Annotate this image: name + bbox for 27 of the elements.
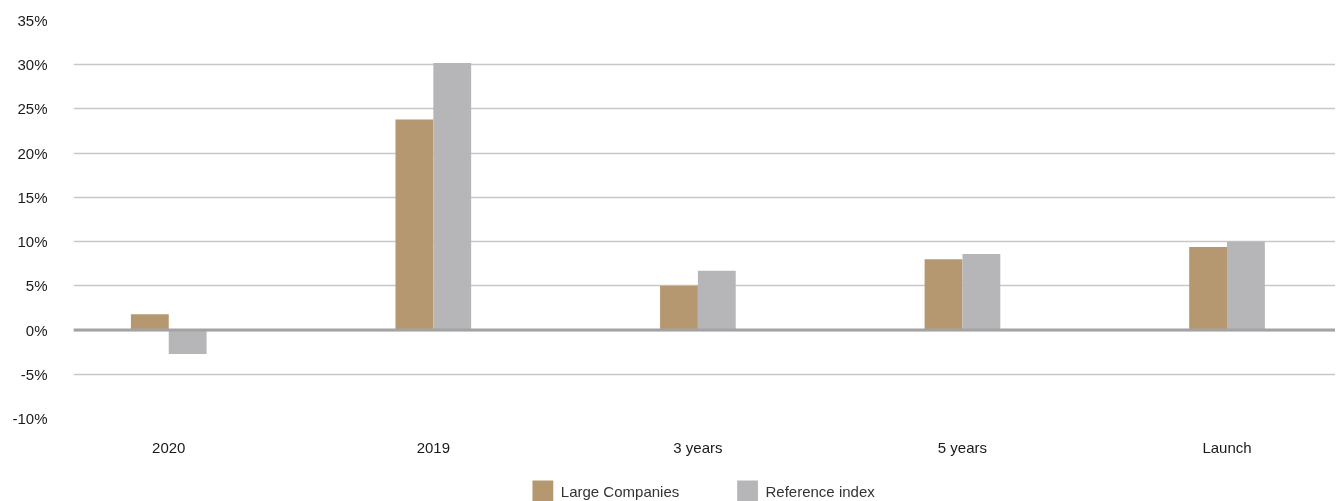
bar: [660, 285, 698, 331]
y-tick-label: -10%: [12, 410, 48, 427]
bar: [962, 253, 1001, 331]
y-tick-label: -5%: [20, 365, 48, 383]
x-tick-label: Launch: [1202, 438, 1252, 456]
y-tick-label: 5%: [25, 277, 48, 295]
bar: [168, 330, 207, 354]
x-tick-label: 3 years: [673, 438, 723, 456]
y-tick-label: 10%: [17, 233, 48, 251]
bar: [130, 314, 169, 331]
y-tick-label: 20%: [17, 144, 48, 162]
legend-label: Large Companies: [560, 483, 680, 500]
x-tick-label: 2020: [152, 438, 186, 456]
bar: [924, 259, 963, 331]
bar: [697, 270, 736, 331]
x-tick-label: 5 years: [937, 438, 988, 456]
bar: [395, 119, 434, 331]
y-tick-label: 30%: [17, 56, 48, 74]
legend-label: Reference index: [765, 483, 876, 500]
y-tick-label: 25%: [17, 100, 48, 118]
bar: [1189, 246, 1228, 331]
x-tick-label: 2019: [416, 438, 451, 456]
y-tick-label: 0%: [25, 321, 48, 339]
y-tick-label: 15%: [17, 188, 48, 206]
bar: [433, 62, 472, 331]
y-tick-label: 35%: [17, 12, 48, 29]
bar: [1227, 241, 1265, 331]
